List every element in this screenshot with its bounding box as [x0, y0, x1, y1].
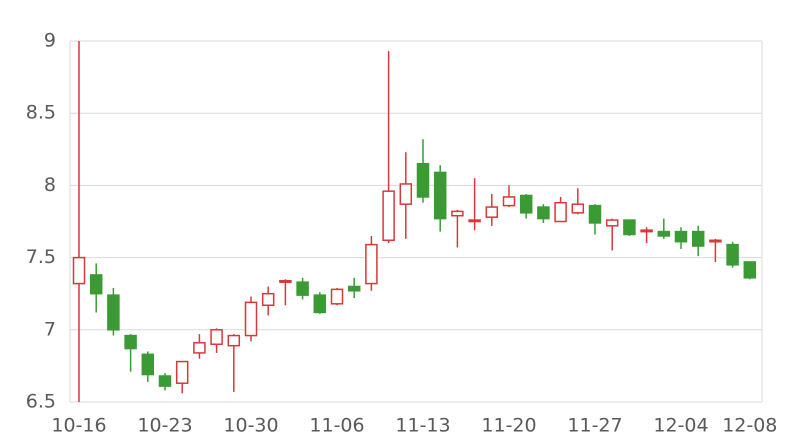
- candle-body: [89, 274, 103, 295]
- candle-body: [72, 256, 86, 285]
- candle-body: [433, 171, 447, 220]
- x-tick-label: 10-30: [223, 415, 278, 437]
- candle-body: [365, 243, 378, 285]
- candle-body: [451, 210, 464, 217]
- candle-body: [141, 353, 155, 376]
- y-tick-label: 7.5: [26, 246, 56, 268]
- y-tick-label: 6.5: [26, 391, 56, 413]
- candle-body: [571, 203, 585, 214]
- candle-body: [107, 294, 120, 331]
- candle-body: [261, 292, 275, 307]
- x-tick-label: 11-20: [481, 415, 536, 437]
- candle-body: [709, 239, 722, 243]
- candle-body: [726, 243, 739, 266]
- candle-body: [657, 230, 671, 237]
- x-tick-label: 12-04: [653, 415, 708, 437]
- y-tick-label: 9: [44, 30, 56, 52]
- x-tick-label: 11-06: [309, 415, 364, 437]
- candle-body: [554, 201, 567, 223]
- candle-body: [227, 334, 241, 347]
- candle-body: [193, 342, 206, 354]
- candle-body: [296, 281, 309, 296]
- x-tick-label: 10-16: [51, 415, 106, 437]
- x-tick-label: 11-27: [567, 415, 622, 437]
- candle-body: [691, 230, 705, 247]
- candle-body: [313, 294, 327, 314]
- y-tick-label: 8: [44, 174, 56, 196]
- candle-body: [640, 229, 653, 233]
- candle-body: [175, 360, 189, 384]
- candle-body: [537, 206, 550, 220]
- candle-body: [279, 279, 292, 283]
- candle-body: [743, 261, 757, 279]
- x-tick-label: 10-23: [137, 415, 192, 437]
- x-tick-label: 11-13: [395, 415, 450, 437]
- candle-body: [674, 230, 688, 243]
- candle-body: [210, 329, 223, 345]
- candle-body: [244, 301, 258, 337]
- candle-body: [502, 196, 516, 207]
- y-tick-label: 8.5: [26, 102, 56, 124]
- candle-body: [382, 190, 395, 242]
- candle-body: [468, 219, 481, 223]
- candle-body: [605, 219, 619, 227]
- candle-body: [124, 334, 137, 350]
- x-tick-label: 12-08: [722, 415, 777, 437]
- candle-body: [399, 183, 413, 205]
- candle-body: [588, 204, 602, 224]
- candle-body: [416, 162, 430, 198]
- candle-body: [519, 194, 533, 214]
- candle-body: [158, 375, 172, 387]
- candle-body: [623, 219, 636, 236]
- candle-body: [347, 285, 361, 292]
- y-tick-label: 7: [44, 318, 56, 340]
- candle-body: [485, 206, 499, 218]
- candle-body: [330, 288, 344, 305]
